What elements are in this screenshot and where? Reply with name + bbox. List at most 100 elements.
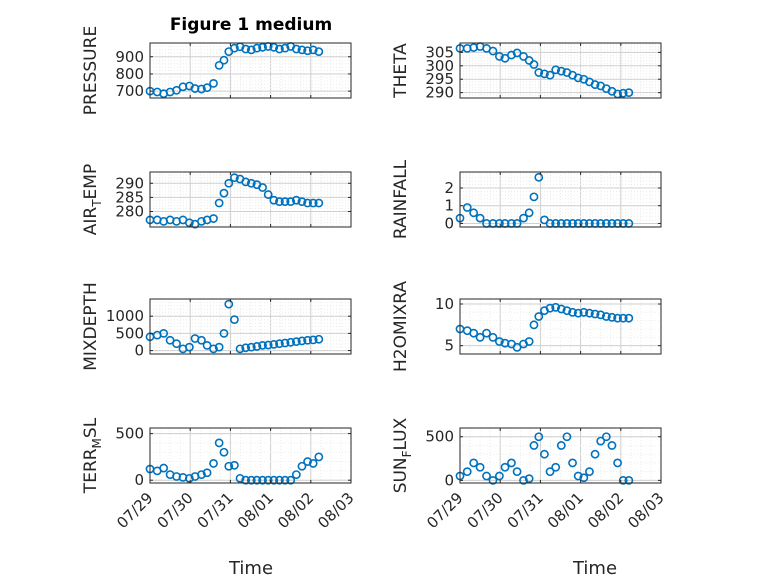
data-point [297,45,307,55]
data-point [475,462,485,472]
data-point [219,328,229,338]
data-point [494,52,504,61]
data-point [275,339,284,349]
data-point [573,471,583,481]
data-point [246,45,256,55]
data-point [568,458,577,468]
data-point [297,336,307,346]
subplot-5: 5 10 H2OMIXRA [391,281,662,372]
data-point [469,328,479,338]
data-point [291,470,301,480]
data-point [214,60,224,70]
data-point [303,198,312,208]
y-axis-label-tail: LUX [391,417,411,450]
data-point [519,213,528,223]
data-point [263,475,273,485]
y-tick-label: 290 [425,84,454,102]
axes-box [149,298,352,355]
data-point [529,320,539,330]
grid-lines [149,298,352,355]
data-point [172,85,181,95]
data-point [488,332,498,342]
data-point [252,475,262,485]
data-point [258,183,267,192]
data-point [269,195,279,205]
data-point [462,467,472,477]
data-point [482,328,491,338]
data-point [562,306,572,316]
data-point [209,459,218,468]
data-point [613,458,622,468]
data-point [624,313,634,323]
data-point [263,340,273,350]
data-point [519,52,528,61]
data-point [202,83,212,93]
data-point [607,441,617,450]
data-point [275,475,284,485]
data-point [159,463,169,473]
data-point [280,197,290,207]
data-point [601,432,611,442]
data-point [280,338,290,348]
data-point [579,307,589,317]
data-point [219,55,229,65]
data-point [540,69,549,79]
grid-lines [459,172,662,228]
axes-box [459,42,662,99]
data-point [230,315,239,325]
axes-box [149,427,352,484]
data-point [280,475,290,485]
data-point [297,461,307,471]
data-point [184,342,194,352]
data-point [462,203,472,212]
y-tick-label: 700 [115,82,144,100]
data-point [224,461,234,471]
data-point [545,467,555,477]
data-point [303,457,312,466]
y-axis-label-main: PRESSURE [81,26,101,115]
data-point [545,70,555,80]
data-point [258,475,267,485]
data-point [573,73,583,83]
data-point [269,42,279,52]
data-point [275,197,284,207]
y-axis-label-subscript: F [400,450,414,457]
data-point [172,339,181,349]
axes-box [149,171,352,228]
data-point [224,178,234,188]
data-point [214,342,224,352]
data-point [184,218,194,228]
y-axis-label-subscript: M [90,438,104,448]
data-point [524,208,534,218]
data-point [482,471,491,481]
data-point [500,462,510,472]
data-point [269,339,279,349]
data-point [556,66,566,76]
data-point [488,46,498,56]
data-point [618,313,628,323]
y-tick-label: 1000 [106,307,144,325]
data-point [246,342,256,352]
y-tick-label: 280 [115,202,144,220]
data-point [214,198,224,208]
data-point [556,304,566,314]
data-point [585,467,594,477]
data-point [219,188,229,198]
data-point [524,337,534,346]
data-point [469,458,479,468]
y-axis-label-tail: EMP [81,164,101,200]
xlabel-right: Time [572,558,617,579]
data-point [507,50,516,60]
data-point [596,310,606,320]
data-point [529,192,539,202]
data-point [246,475,256,485]
y-tick-label: 500 [115,324,144,342]
data-point [263,190,273,199]
data-point [494,471,504,481]
data-point [202,468,212,478]
y-axis-label: RAINFALL [391,159,411,239]
series-markers [145,173,324,229]
